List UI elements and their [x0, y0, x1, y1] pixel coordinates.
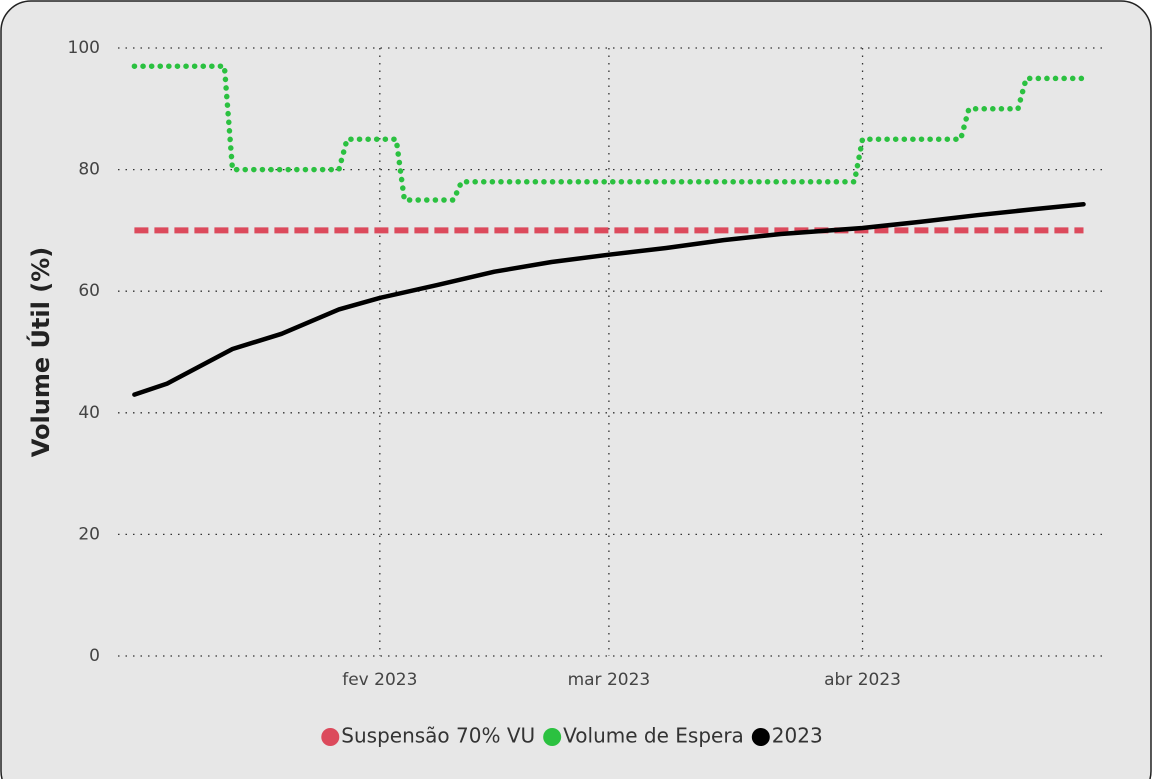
legend-label: Volume de Espera [563, 724, 744, 748]
y-tick-label: 80 [78, 160, 100, 180]
y-tick-label: 0 [89, 646, 100, 666]
legend-label: Suspensão 70% VU [341, 724, 535, 748]
data-line [132, 202, 1086, 397]
legend-label: 2023 [772, 724, 823, 748]
x-tick-label: fev 2023 [342, 670, 417, 690]
x-tick-label: abr 2023 [824, 670, 901, 690]
legend-marker [543, 728, 562, 746]
x-tick-label: mar 2023 [568, 670, 651, 690]
y-tick-label: 100 [68, 38, 100, 58]
y-tick-label: 60 [78, 281, 100, 301]
y-axis-label: Volume Útil (%) [25, 247, 55, 457]
data-line [131, 63, 1087, 203]
y-tick-label: 20 [78, 524, 100, 544]
legend-marker [321, 728, 340, 746]
legend-marker [751, 728, 770, 746]
y-tick-label: 40 [78, 403, 100, 423]
